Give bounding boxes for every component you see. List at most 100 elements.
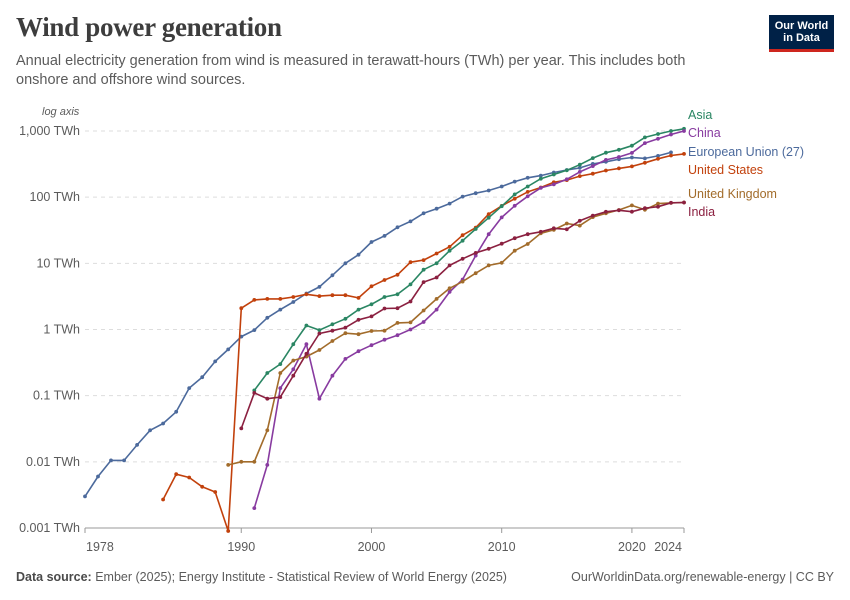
y-tick-label: 1 TWh <box>43 323 80 337</box>
data-point <box>447 263 452 268</box>
data-point <box>278 362 283 366</box>
owid-logo[interactable]: Our World in Data <box>769 15 834 52</box>
data-point <box>330 373 335 378</box>
data-point <box>473 253 478 258</box>
data-point <box>486 215 491 220</box>
x-tick-label: 2010 <box>488 540 516 554</box>
footer-link[interactable]: OurWorldinData.org/renewable-energy | CC… <box>571 570 834 584</box>
data-point <box>669 129 673 133</box>
data-point <box>682 129 686 133</box>
x-tick-label: 1990 <box>227 540 255 554</box>
data-point <box>369 284 374 289</box>
data-point <box>604 158 608 162</box>
data-point <box>408 299 413 304</box>
data-point <box>643 141 647 146</box>
data-point <box>317 328 322 332</box>
data-point <box>421 308 426 313</box>
footer-source: Data source: Ember (2025); Energy Instit… <box>16 570 507 584</box>
data-point <box>187 475 192 480</box>
data-point <box>473 251 478 255</box>
data-point <box>656 132 660 136</box>
data-point <box>512 236 517 241</box>
data-point <box>317 331 322 336</box>
data-point <box>434 261 439 266</box>
data-point <box>551 182 556 187</box>
series-label: China <box>688 126 721 140</box>
data-point <box>304 351 309 356</box>
data-point <box>317 396 322 401</box>
data-point <box>460 238 465 243</box>
data-point <box>577 223 582 228</box>
data-point <box>265 297 270 301</box>
data-point <box>161 421 166 426</box>
series-label: European Union (27) <box>688 145 804 159</box>
data-point <box>304 342 309 347</box>
series-china <box>252 129 686 510</box>
data-point <box>369 314 374 319</box>
data-point <box>265 315 270 320</box>
axis-note: log axis <box>42 106 80 118</box>
data-point <box>330 328 335 333</box>
data-point <box>643 160 647 165</box>
data-point <box>643 156 647 161</box>
data-point <box>512 248 517 253</box>
data-point <box>656 204 660 209</box>
data-point <box>460 256 465 261</box>
data-point <box>682 152 686 156</box>
data-point <box>174 472 179 477</box>
y-axis: 0.001 TWh 0.01 TWh 0.1 TWh 1 TWh 10 TWh 100 T… <box>19 124 80 535</box>
data-point <box>460 194 465 199</box>
data-point <box>525 232 530 237</box>
data-point <box>512 196 517 201</box>
data-point <box>369 343 374 348</box>
data-point <box>525 190 530 194</box>
data-point <box>291 358 296 363</box>
data-point <box>447 201 452 206</box>
data-point <box>408 219 413 224</box>
data-point <box>656 201 660 206</box>
data-point <box>421 280 426 284</box>
data-point <box>617 155 621 159</box>
data-point <box>330 273 335 278</box>
x-tick-label: 1978 <box>86 540 114 554</box>
data-point <box>291 373 296 378</box>
x-tick-label: 2020 <box>618 540 646 554</box>
series-labels: Asia China European Union (27) United State… <box>688 108 804 219</box>
data-point <box>630 203 634 208</box>
data-point <box>473 227 478 231</box>
data-point <box>356 296 361 300</box>
data-point <box>356 332 361 337</box>
data-point <box>590 213 595 218</box>
data-point <box>343 331 348 336</box>
data-point <box>447 248 452 253</box>
chart-title: Wind power generation <box>16 12 282 42</box>
series-label: United Kingdom <box>688 187 777 201</box>
y-tick-label: 0.001 TWh <box>19 521 80 535</box>
data-point <box>135 443 140 447</box>
data-point <box>213 490 218 494</box>
data-point <box>447 290 452 294</box>
data-point <box>434 206 439 211</box>
data-point <box>486 212 491 217</box>
data-point <box>382 295 387 299</box>
data-point <box>630 209 634 214</box>
data-point <box>278 307 283 312</box>
data-point <box>577 218 582 223</box>
data-point <box>239 426 244 431</box>
data-point <box>538 229 543 234</box>
data-point <box>434 275 439 280</box>
series-india <box>239 200 686 431</box>
data-point <box>291 342 296 347</box>
data-point <box>460 233 465 238</box>
data-point <box>499 260 504 265</box>
data-point <box>330 339 335 343</box>
data-point <box>421 320 426 324</box>
data-point <box>83 494 87 499</box>
series-asia <box>252 126 686 393</box>
data-point <box>343 325 348 330</box>
data-point <box>499 204 504 209</box>
x-axis: 1978 1990 2000 2010 2020 2024 <box>84 527 685 554</box>
data-point <box>278 371 283 375</box>
data-point <box>395 321 400 325</box>
